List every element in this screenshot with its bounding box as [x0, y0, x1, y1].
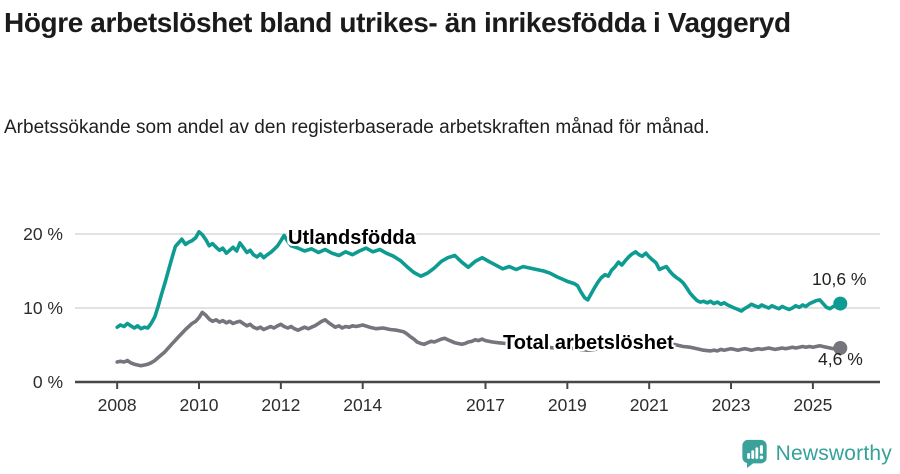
chart-subtitle: Arbetssökande som andel av den registerb…	[4, 117, 710, 138]
end-value-label-utlandsfodda: 10,6 %	[812, 269, 867, 289]
x-axis-tick-label: 2017	[466, 395, 505, 415]
page-title: Högre arbetslöshet bland utrikes- än inr…	[4, 7, 791, 38]
newsworthy-logo[interactable]: Newsworthy	[741, 439, 892, 468]
x-axis-tick-label: 2012	[261, 395, 300, 415]
utlandsfodda-end-dot	[833, 296, 848, 311]
x-axis-tick-label: 2025	[793, 395, 832, 415]
y-axis-tick-label: 10 %	[23, 298, 63, 318]
x-axis-tick-label: 2014	[343, 395, 382, 415]
total-arbetsloshet-line	[115, 310, 843, 368]
end-value-label-total-arbetsloshet: 4,6 %	[818, 349, 863, 369]
total-arbetsloshet-end-dot	[833, 341, 848, 355]
newsworthy-brand-text: Newsworthy	[775, 441, 892, 465]
newsworthy-speech-bubble-chart-icon	[741, 439, 768, 468]
x-axis-tick-label: 2019	[548, 395, 587, 415]
y-axis-tick-label: 20 %	[23, 224, 63, 244]
series-label-utlandsfodda: Utlandsfödda	[288, 227, 416, 249]
x-axis-tick-label: 2010	[180, 395, 219, 415]
x-axis-tick-label: 2023	[712, 395, 751, 415]
utlandsfodda-line	[115, 230, 843, 331]
x-axis-tick-label: 2008	[98, 395, 137, 415]
series-label-total-arbetsloshet: Total arbetslöshet	[503, 332, 674, 354]
y-axis-tick-label: 0 %	[33, 372, 63, 392]
x-axis-tick-label: 2021	[630, 395, 669, 415]
